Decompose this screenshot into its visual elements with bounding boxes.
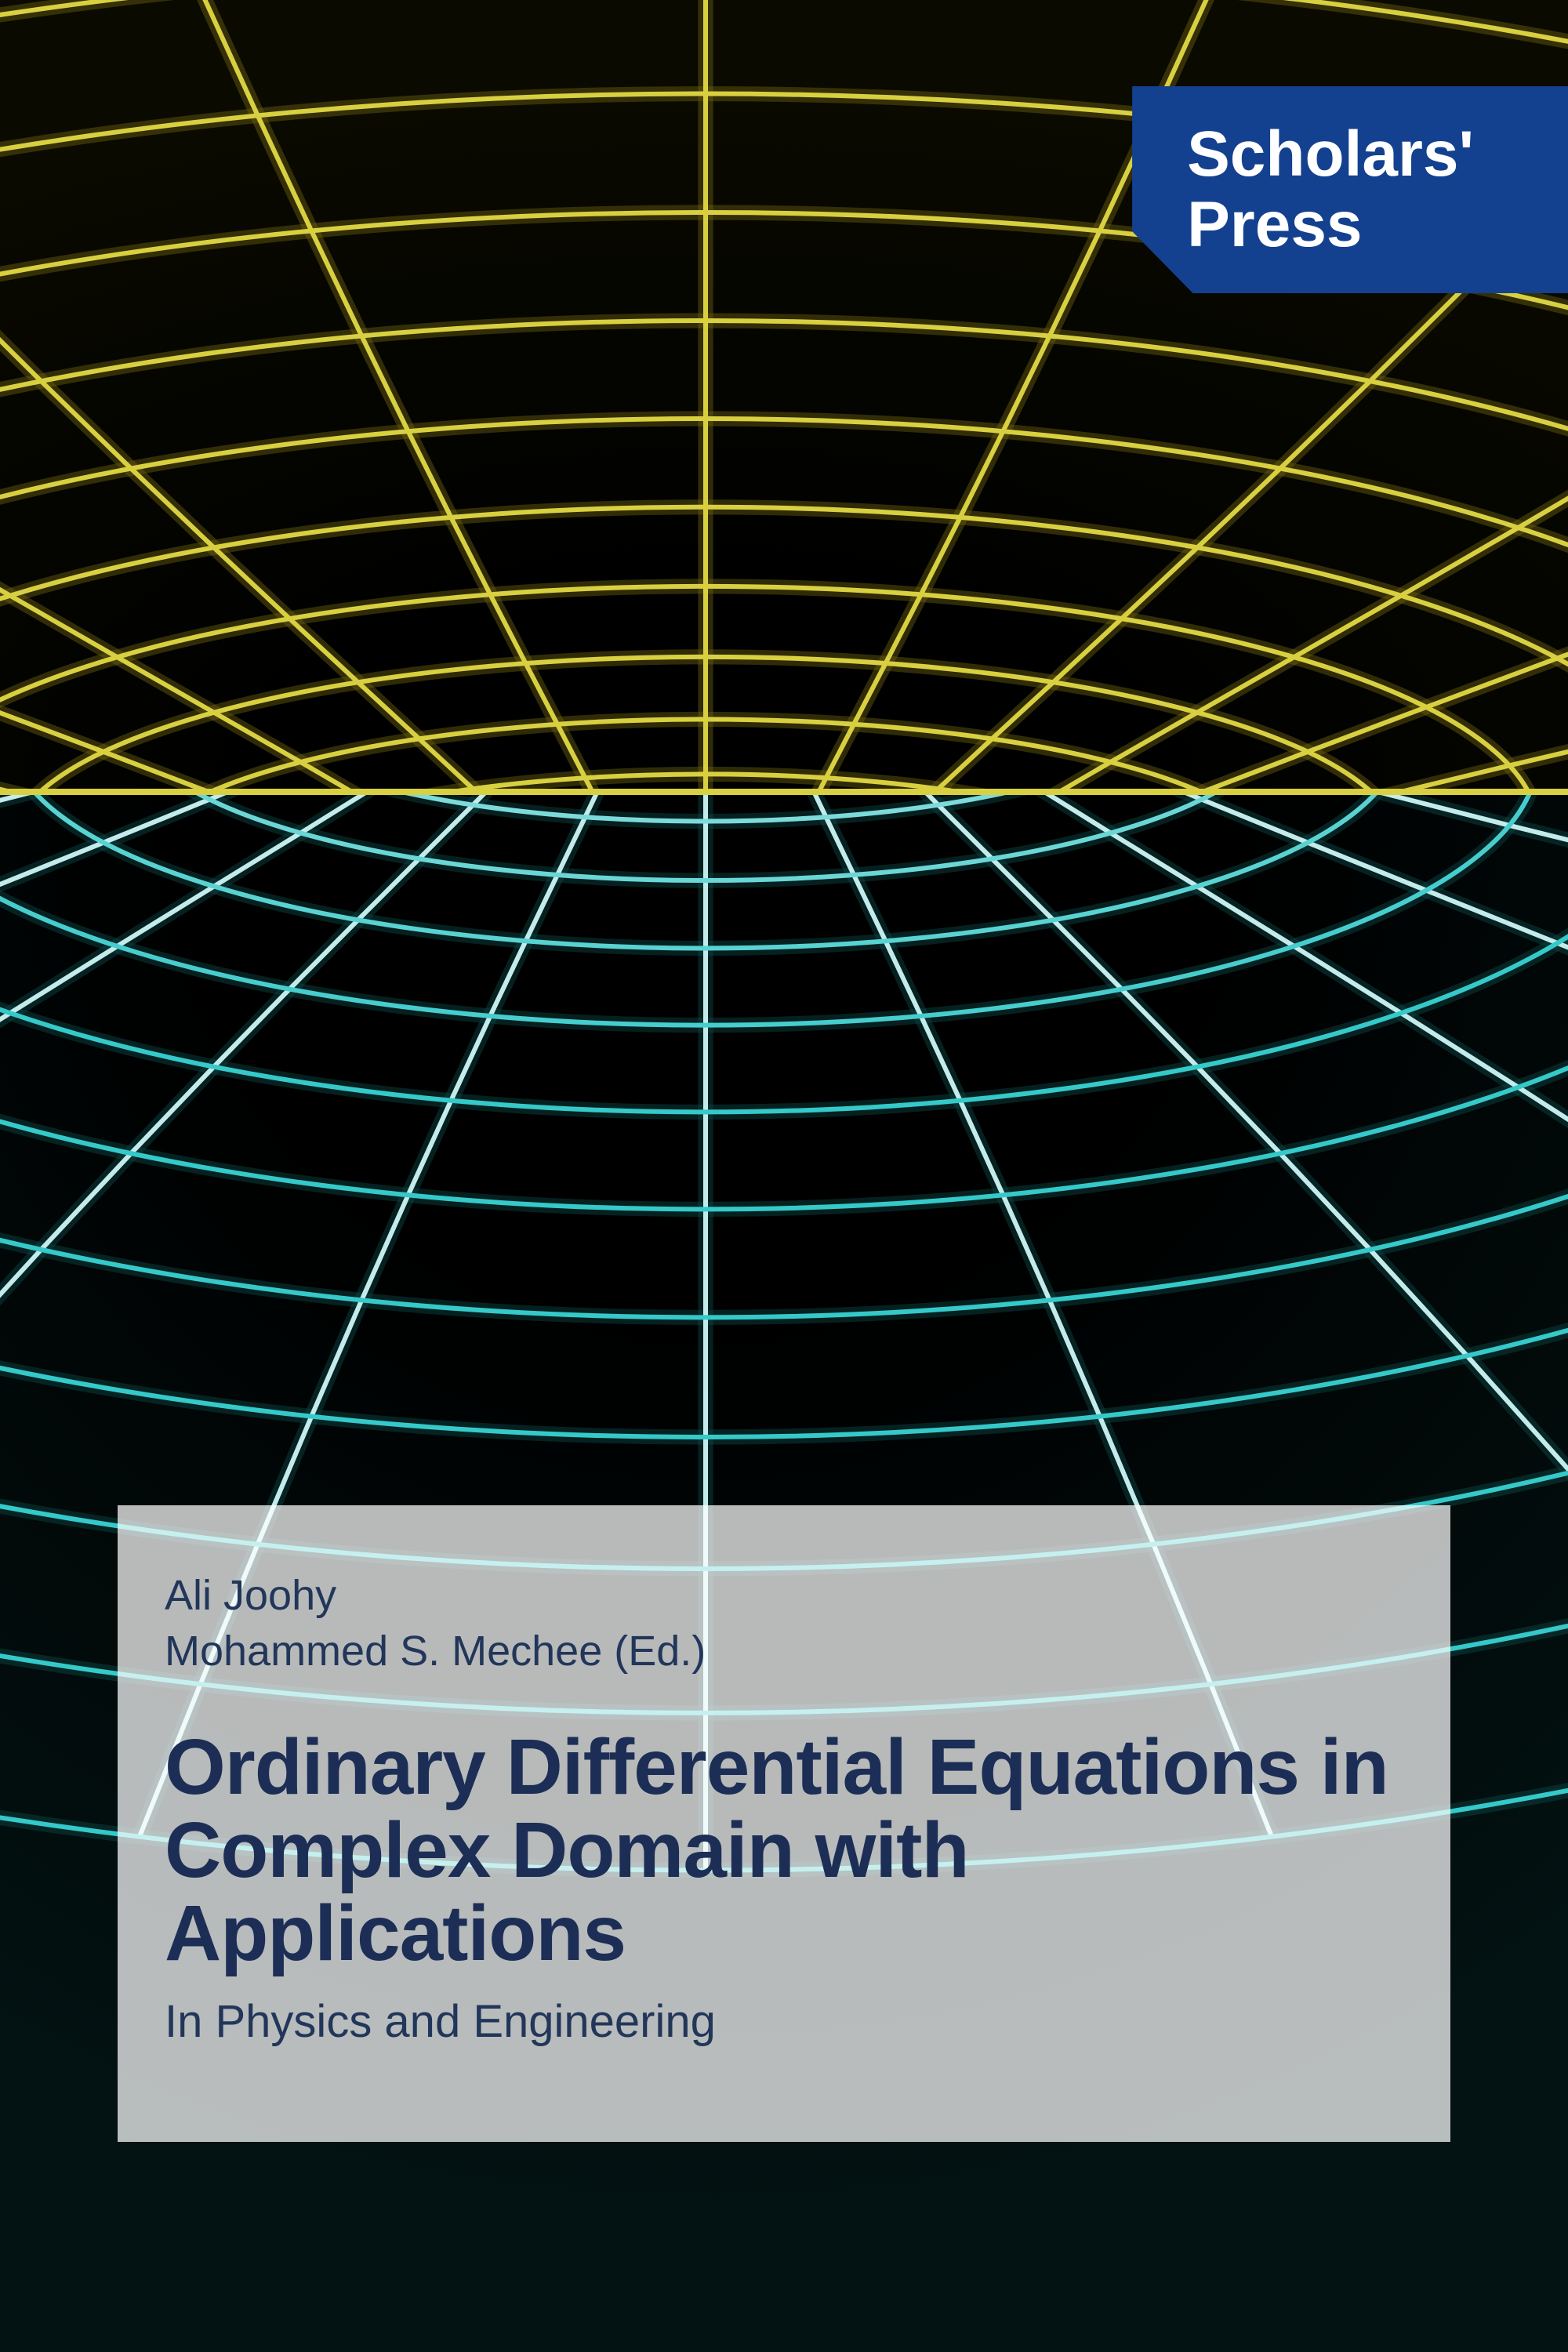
book-title: Ordinary Differential Equations in Compl… [165, 1726, 1396, 1975]
publisher-badge: Scholars' Press [1132, 86, 1568, 293]
publisher-line1: Scholars' [1187, 119, 1474, 190]
publisher-line2: Press [1187, 190, 1474, 260]
book-cover: Scholars' Press Ali Joohy Mohammed S. Me… [0, 0, 1568, 2352]
book-subtitle: In Physics and Engineering [165, 1995, 1396, 2048]
author-1: Ali Joohy [165, 1568, 1396, 1624]
title-panel: Ali Joohy Mohammed S. Mechee (Ed.) Ordin… [118, 1505, 1450, 2142]
authors-block: Ali Joohy Mohammed S. Mechee (Ed.) [165, 1568, 1396, 1680]
author-2: Mohammed S. Mechee (Ed.) [165, 1624, 1396, 1679]
